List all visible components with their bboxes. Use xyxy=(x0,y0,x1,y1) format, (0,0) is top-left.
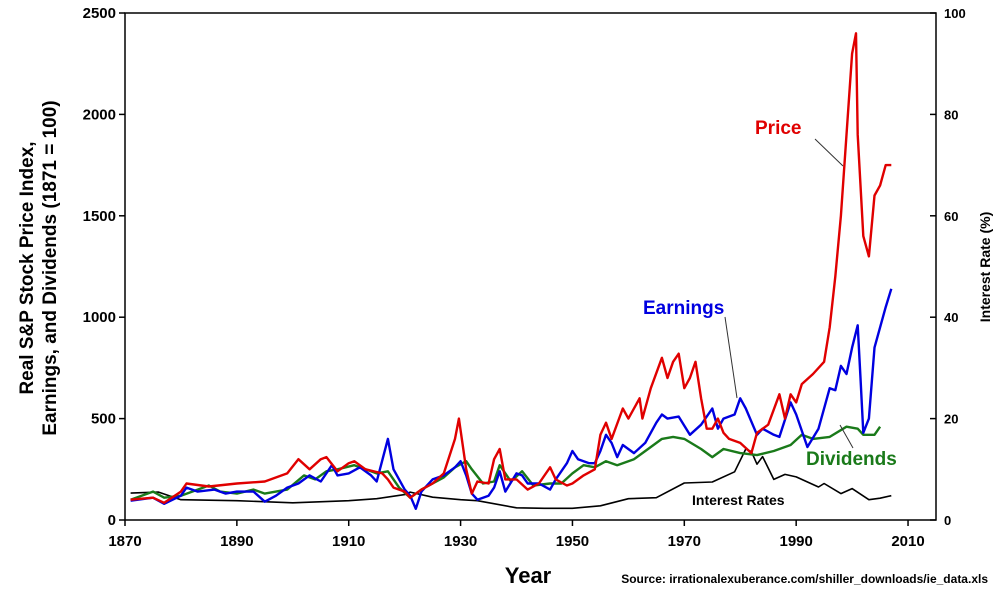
x-tick-label: 1870 xyxy=(108,533,141,550)
y2-tick-label: 40 xyxy=(944,310,958,325)
series-line-dividends xyxy=(130,425,882,501)
y-tick-label: 500 xyxy=(91,411,116,428)
y-tick-label: 2500 xyxy=(83,5,116,22)
x-tick-label: 1990 xyxy=(779,533,812,550)
x-tick-label: 2010 xyxy=(891,533,924,550)
y2-tick-label: 80 xyxy=(944,107,958,122)
source-note: Source: irrationalexuberance.com/shiller… xyxy=(621,572,988,586)
x-tick-label: 1910 xyxy=(332,533,365,550)
x-axis: 1870 1890 1910 1930 1950 1970 1990 2010 xyxy=(108,520,925,550)
y-axis-label-line-1: Real S&P Stock Price Index, xyxy=(17,141,38,394)
annotation-interest-rates: Interest Rates xyxy=(692,492,785,508)
y-axis-left: 0 500 1000 1500 2000 2500 xyxy=(83,5,125,529)
annotation-dividends: Dividends xyxy=(806,449,897,470)
annotation-earnings: Earnings xyxy=(643,298,724,319)
price-leader-line xyxy=(814,138,844,167)
series-line-interest-rates xyxy=(130,448,892,510)
y-tick-label: 1500 xyxy=(83,208,116,225)
y-axis-label-line-2: Earnings, and Dividends (1871 = 100) xyxy=(40,100,61,435)
x-tick-label: 1950 xyxy=(556,533,589,550)
y-tick-label: 0 xyxy=(108,512,116,529)
annotation-price: Price xyxy=(755,118,801,139)
y-axis-right: 0 20 40 60 80 100 xyxy=(930,6,966,528)
series-layer xyxy=(130,32,893,510)
y2-tick-label: 100 xyxy=(944,6,966,21)
y2-tick-label: 0 xyxy=(944,513,951,528)
y-tick-label: 2000 xyxy=(83,106,116,123)
x-tick-label: 1970 xyxy=(668,533,701,550)
y-tick-label: 1000 xyxy=(83,309,116,326)
earnings-leader-line xyxy=(724,316,738,399)
y2-tick-label: 20 xyxy=(944,412,958,427)
y2-axis-label: Interest Rate (%) xyxy=(977,212,993,322)
x-tick-label: 1890 xyxy=(220,533,253,550)
x-axis-label: Year xyxy=(505,563,552,588)
series-line-price xyxy=(130,32,892,504)
series-line-earnings xyxy=(130,288,893,510)
y2-tick-label: 60 xyxy=(944,209,958,224)
x-tick-label: 1930 xyxy=(444,533,477,550)
dividends-leader-line xyxy=(839,424,854,449)
plot-frame xyxy=(124,12,937,521)
